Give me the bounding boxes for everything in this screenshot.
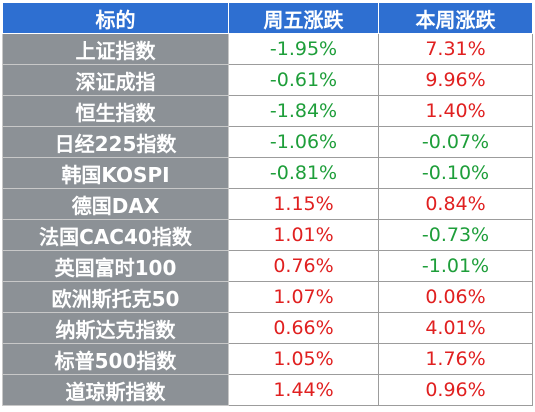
friday-change-cell: 1.15% xyxy=(228,188,379,220)
week-change-cell: 4.01% xyxy=(378,312,533,344)
week-change-cell: 9.96% xyxy=(378,64,533,96)
week-change-cell: 0.06% xyxy=(378,281,533,313)
table-row: 韩国KOSPI -0.81% -0.10% xyxy=(2,157,533,189)
header-index-name: 标的 xyxy=(2,2,229,34)
week-change-cell: -0.73% xyxy=(378,219,533,251)
friday-change-cell: -0.81% xyxy=(228,157,379,189)
friday-change-cell: 0.76% xyxy=(228,250,379,282)
index-name-cell: 日经225指数 xyxy=(2,126,229,158)
index-name-cell: 道琼斯指数 xyxy=(2,374,229,406)
friday-change-cell: -1.95% xyxy=(228,33,379,65)
index-name-cell: 法国CAC40指数 xyxy=(2,219,229,251)
index-name-cell: 英国富时100 xyxy=(2,250,229,282)
table-row: 欧洲斯托克50 1.07% 0.06% xyxy=(2,281,533,313)
friday-change-cell: 1.44% xyxy=(228,374,379,406)
table-row: 深证成指 -0.61% 9.96% xyxy=(2,64,533,96)
friday-change-cell: 1.05% xyxy=(228,343,379,375)
friday-change-cell: -0.61% xyxy=(228,64,379,96)
index-name-cell: 德国DAX xyxy=(2,188,229,220)
table-row: 道琼斯指数 1.44% 0.96% xyxy=(2,374,533,406)
week-change-cell: 0.84% xyxy=(378,188,533,220)
week-change-cell: 1.76% xyxy=(378,343,533,375)
table-body: 上证指数 -1.95% 7.31% 深证成指 -0.61% 9.96% 恒生指数… xyxy=(2,33,533,406)
index-performance-table: 标的 周五涨跌 本周涨跌 上证指数 -1.95% 7.31% 深证成指 -0.6… xyxy=(2,2,533,406)
week-change-cell: 1.40% xyxy=(378,95,533,127)
table-row: 英国富时100 0.76% -1.01% xyxy=(2,250,533,282)
header-row: 标的 周五涨跌 本周涨跌 xyxy=(2,2,533,34)
friday-change-cell: 1.07% xyxy=(228,281,379,313)
header-week-change: 本周涨跌 xyxy=(378,2,533,34)
index-name-cell: 欧洲斯托克50 xyxy=(2,281,229,313)
table-row: 标普500指数 1.05% 1.76% xyxy=(2,343,533,375)
table-row: 恒生指数 -1.84% 1.40% xyxy=(2,95,533,127)
friday-change-cell: -1.06% xyxy=(228,126,379,158)
friday-change-cell: 1.01% xyxy=(228,219,379,251)
table-row: 德国DAX 1.15% 0.84% xyxy=(2,188,533,220)
friday-change-cell: 0.66% xyxy=(228,312,379,344)
week-change-cell: -1.01% xyxy=(378,250,533,282)
table-row: 上证指数 -1.95% 7.31% xyxy=(2,33,533,65)
week-change-cell: 7.31% xyxy=(378,33,533,65)
index-performance-table-container: 标的 周五涨跌 本周涨跌 上证指数 -1.95% 7.31% 深证成指 -0.6… xyxy=(2,2,533,406)
week-change-cell: 0.96% xyxy=(378,374,533,406)
friday-change-cell: -1.84% xyxy=(228,95,379,127)
table-header: 标的 周五涨跌 本周涨跌 xyxy=(2,2,533,34)
week-change-cell: -0.07% xyxy=(378,126,533,158)
table-row: 日经225指数 -1.06% -0.07% xyxy=(2,126,533,158)
index-name-cell: 标普500指数 xyxy=(2,343,229,375)
index-name-cell: 上证指数 xyxy=(2,33,229,65)
index-name-cell: 韩国KOSPI xyxy=(2,157,229,189)
index-name-cell: 恒生指数 xyxy=(2,95,229,127)
table-row: 纳斯达克指数 0.66% 4.01% xyxy=(2,312,533,344)
index-name-cell: 纳斯达克指数 xyxy=(2,312,229,344)
week-change-cell: -0.10% xyxy=(378,157,533,189)
table-row: 法国CAC40指数 1.01% -0.73% xyxy=(2,219,533,251)
header-friday-change: 周五涨跌 xyxy=(228,2,379,34)
index-name-cell: 深证成指 xyxy=(2,64,229,96)
